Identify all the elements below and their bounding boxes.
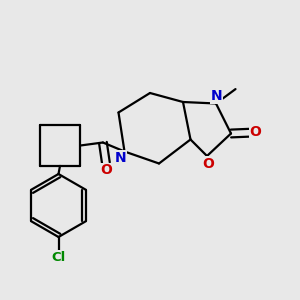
Text: N: N (115, 151, 127, 165)
Text: O: O (202, 157, 214, 170)
Text: O: O (100, 164, 112, 177)
Text: N: N (211, 89, 222, 103)
Text: Cl: Cl (51, 251, 66, 264)
Text: O: O (250, 125, 262, 139)
